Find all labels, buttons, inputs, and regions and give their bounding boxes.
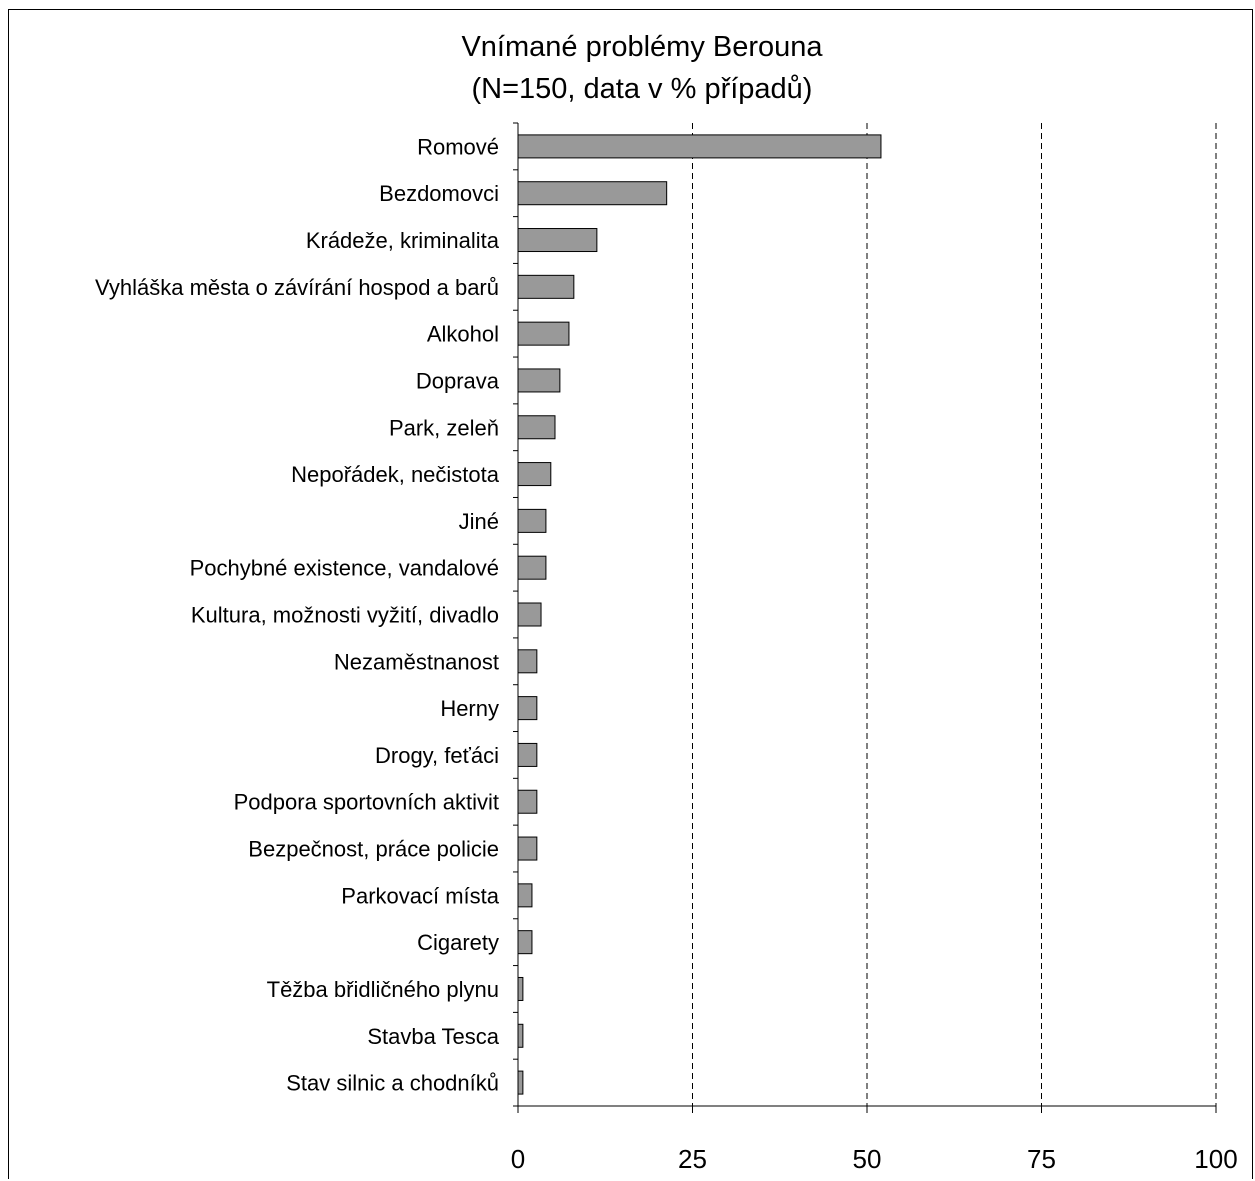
bar <box>517 602 542 627</box>
category-label: Jiné <box>459 509 499 534</box>
bar <box>517 696 538 721</box>
bar <box>517 930 533 955</box>
chart-title: Vnímané problémy Berouna <box>461 31 823 63</box>
category-label: Alkohol <box>427 322 499 347</box>
x-tick-label: 50 <box>853 1144 882 1174</box>
category-label: Doprava <box>416 368 500 393</box>
bar <box>517 742 538 767</box>
bar <box>517 883 533 908</box>
category-label: Romové <box>417 134 499 159</box>
category-label: Cigarety <box>417 930 499 955</box>
bar <box>517 1070 524 1095</box>
category-label: Bezpečnost, práce policie <box>248 837 499 862</box>
axes <box>513 122 1217 1113</box>
x-tick-label: 25 <box>678 1144 707 1174</box>
category-label: Herny <box>440 696 499 721</box>
bar <box>517 368 561 393</box>
category-label: Pochybné existence, vandalové <box>190 556 499 581</box>
category-label: Podpora sportovních aktivit <box>234 790 499 815</box>
category-label: Bezdomovci <box>379 181 499 206</box>
category-label: Kultura, možnosti vyžití, divadlo <box>191 603 499 628</box>
bar <box>517 836 538 861</box>
gridlines <box>692 123 1217 1106</box>
category-label: Nezaměstnanost <box>334 649 499 674</box>
bar <box>517 462 552 487</box>
bar <box>517 415 556 440</box>
category-label: Parkovací místa <box>341 883 499 908</box>
category-label: Krádeže, kriminalita <box>306 228 500 253</box>
bar <box>517 274 575 299</box>
bar <box>517 134 882 159</box>
bar <box>517 649 538 674</box>
category-label: Nepořádek, nečistota <box>291 462 500 487</box>
x-tick-label: 75 <box>1027 1144 1056 1174</box>
category-label: Těžba břidličného plynu <box>267 977 499 1002</box>
bars <box>517 134 882 1095</box>
bar <box>517 321 570 346</box>
bar <box>517 789 538 814</box>
bar <box>517 555 547 580</box>
x-tick-labels: 0 25 50 75 100 <box>511 1144 1238 1174</box>
category-labels: Romové Bezdomovci Krádeže, kriminalita Vyhl… <box>95 134 500 1095</box>
category-label: Drogy, feťáci <box>375 743 499 768</box>
category-label: Stav silnic a chodníků <box>286 1071 499 1096</box>
category-label: Park, zeleň <box>389 415 499 440</box>
bar-chart: Vnímané problémy Berouna (N=150, data v … <box>95 31 1238 1174</box>
bar <box>517 508 547 533</box>
category-label: Vyhláška města o závírání hospod a barů <box>95 275 499 300</box>
chart-subtitle: (N=150, data v % případů) <box>472 73 813 105</box>
bar <box>517 181 668 206</box>
category-label: Stavba Tesca <box>367 1024 499 1049</box>
bar <box>517 976 524 1001</box>
chart-frame: Vnímané problémy Berouna (N=150, data v … <box>8 9 1253 1179</box>
x-tick-label: 100 <box>1194 1144 1237 1174</box>
bar <box>517 228 598 253</box>
x-tick-label: 0 <box>511 1144 525 1174</box>
bar <box>517 1023 524 1048</box>
